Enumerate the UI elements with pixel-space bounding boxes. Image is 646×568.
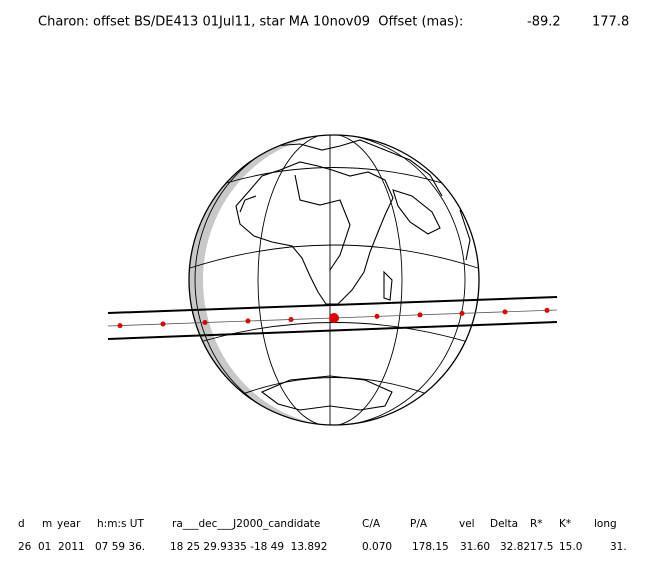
table-cell: 0.070 (362, 541, 392, 553)
time-markers (117, 307, 550, 329)
table-cell: 26 (18, 541, 32, 553)
table-cell: 2011 (58, 541, 85, 553)
day-side (203, 135, 479, 425)
path-north-limit (107, 296, 558, 314)
column-header: m (42, 518, 52, 530)
column-header: P/A (410, 518, 428, 530)
offset-dec: 177.8 (592, 15, 629, 30)
table-cell: 18 25 29.9335 -18 49 13.892 (170, 541, 327, 553)
column-header: vel (459, 518, 475, 530)
table-cell: 31.60 (460, 541, 490, 553)
column-header: K* (559, 518, 571, 530)
column-header: R* (530, 518, 543, 530)
column-header: ra___dec___J2000_candidate (172, 518, 320, 530)
column-header: h:m:s UT (97, 518, 144, 530)
column-header: d (18, 518, 25, 530)
shadow-path (107, 296, 558, 340)
table-cell: 15.0 (559, 541, 582, 553)
globe (188, 134, 480, 426)
table-cell: 178.15 (412, 541, 449, 553)
table-cell: 17.5 (530, 541, 553, 553)
column-header: year (57, 518, 81, 530)
table-cell: 31. (610, 541, 627, 553)
circumstances-table: d m year h:m:s UT ra___dec___J2000_candidate… (18, 518, 627, 553)
globe-outline (188, 134, 480, 426)
table-cell: 32.82 (500, 541, 530, 553)
column-header: C/A (362, 518, 381, 530)
table-cell: 01 (38, 541, 51, 553)
column-header: long (594, 518, 617, 530)
path-south-limit (107, 321, 558, 340)
offset-ra: -89.2 (527, 15, 561, 30)
column-header: Delta (490, 518, 518, 530)
table-cell: 07 59 36. (95, 541, 145, 553)
title: Charon: offset BS/DE413 01Jul11, star MA… (38, 15, 463, 30)
